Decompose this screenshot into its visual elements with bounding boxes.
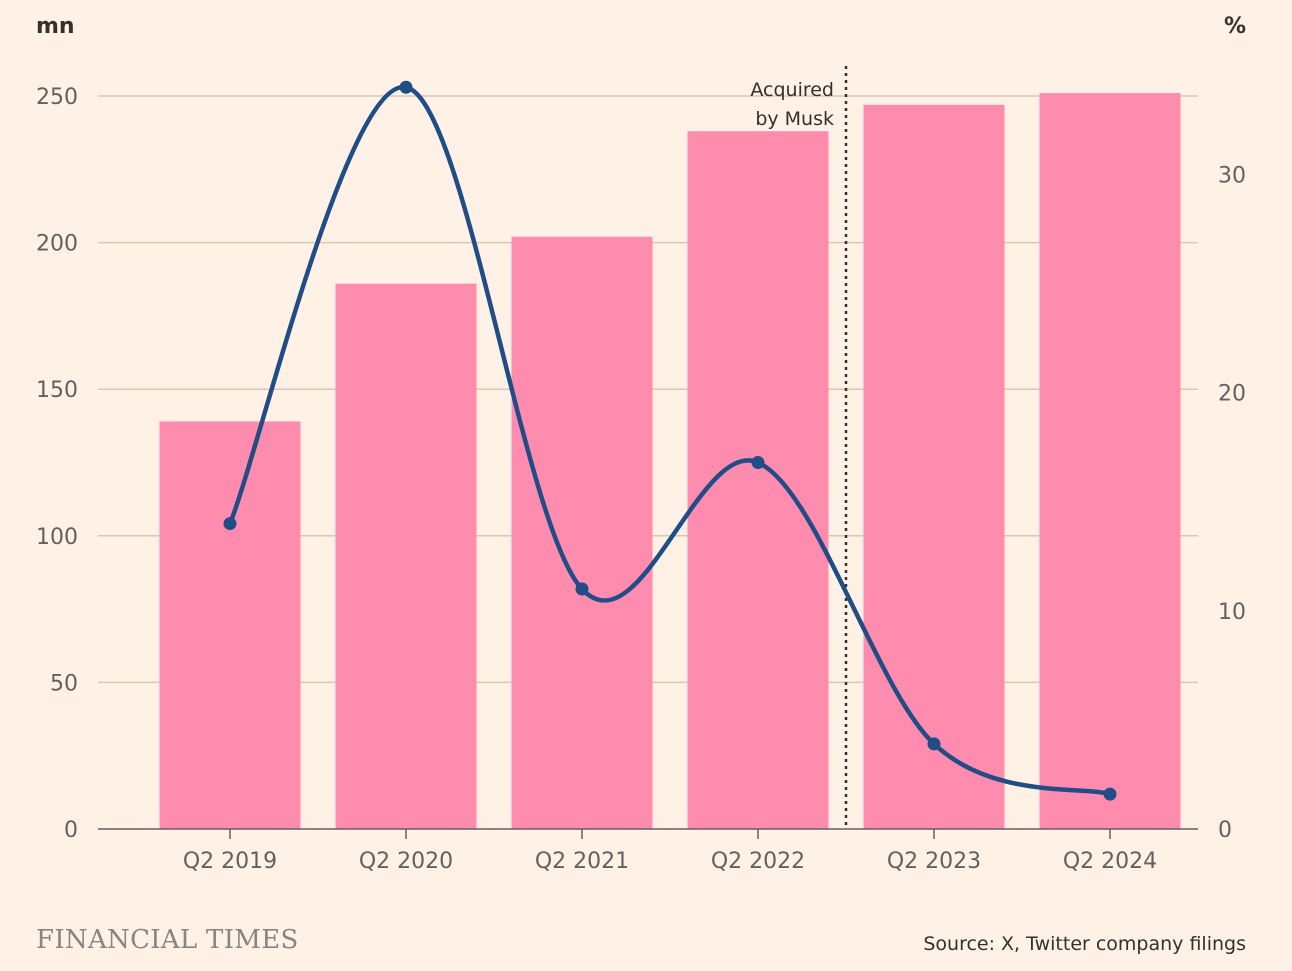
bar-q2-2022: [687, 131, 829, 829]
axes: 0 50 100 150 200 250 0 10 20 30 Q2 2019 Q2 2020 Q2 2…: [36, 85, 1246, 874]
y-left-tick-label: 200: [36, 232, 78, 257]
source-note: Source: X, Twitter company filings: [923, 933, 1246, 955]
x-tick-label: Q2 2021: [535, 849, 629, 874]
y-right-tick-label: 0: [1218, 818, 1232, 843]
bar-q2-2024: [1039, 93, 1181, 830]
growth-point-q2-2023: [927, 737, 941, 751]
growth-point-q2-2024: [1103, 787, 1117, 801]
x-tick-label: Q2 2019: [183, 849, 277, 874]
growth-line: [227, 85, 1113, 797]
right-axis-unit-label: %: [1224, 14, 1246, 39]
brand-logo-text: FINANCIAL TIMES: [36, 925, 299, 955]
growth-point-q2-2022: [751, 456, 765, 469]
growth-point-q2-2020: [399, 80, 413, 94]
growth-point-q2-2021: [575, 582, 589, 596]
growth-point-q2-2019: [223, 517, 237, 531]
y-left-tick-label: 100: [36, 525, 78, 550]
x-tick-label: Q2 2020: [359, 849, 453, 874]
annotation: Acquired by Musk: [750, 66, 848, 829]
y-left-tick-label: 250: [36, 85, 78, 110]
y-right-tick-label: 20: [1218, 382, 1246, 407]
bar-q2-2023: [863, 104, 1005, 829]
y-right-tick-label: 10: [1218, 600, 1246, 625]
y-left-tick-label: 0: [64, 818, 78, 843]
bar-q2-2019: [159, 421, 301, 829]
x-tick-label: Q2 2024: [1063, 849, 1157, 874]
y-left-tick-label: 50: [50, 671, 78, 696]
y-left-tick-label: 150: [36, 378, 78, 403]
x-tick-label: Q2 2023: [887, 849, 981, 874]
line-series: [223, 80, 1117, 801]
annotation-label-line: Acquired: [750, 79, 834, 101]
bar-q2-2021: [511, 236, 653, 830]
x-tick-label: Q2 2022: [711, 849, 805, 874]
bar-series: [159, 93, 1181, 830]
y-right-tick-label: 30: [1218, 164, 1246, 189]
annotation-label-line: by Musk: [755, 108, 834, 130]
left-axis-unit-label: mn: [36, 14, 75, 39]
bar-q2-2020: [335, 283, 477, 829]
